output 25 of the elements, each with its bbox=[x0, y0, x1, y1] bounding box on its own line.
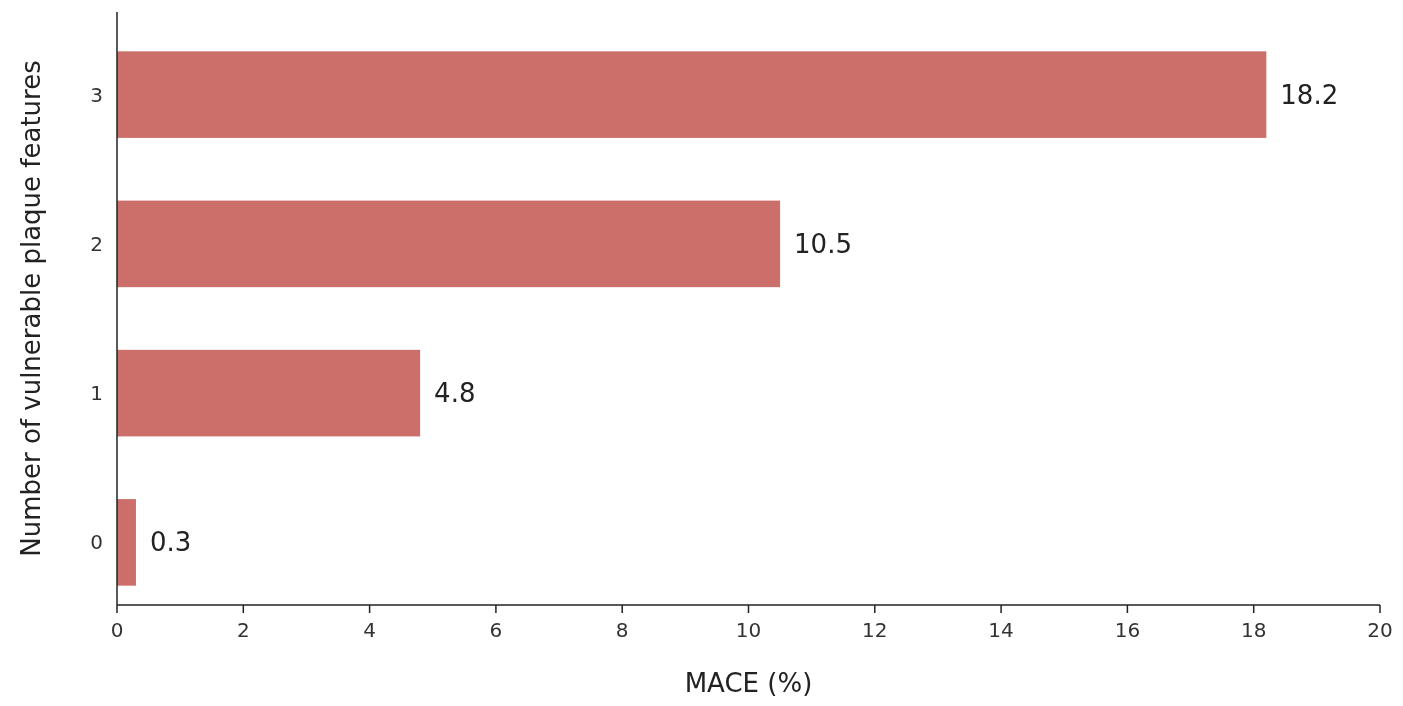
x-tick-label: 20 bbox=[1367, 618, 1393, 642]
y-tick-label: 3 bbox=[90, 82, 103, 107]
y-tick-label: 1 bbox=[90, 381, 103, 406]
x-tick-label: 2 bbox=[236, 618, 250, 642]
y-tick-label: 0 bbox=[90, 530, 103, 555]
data-label: 10.5 bbox=[794, 228, 852, 259]
x-tick-label: 6 bbox=[489, 618, 503, 642]
x-tick-label: 0 bbox=[110, 618, 124, 642]
x-tick-label: 12 bbox=[862, 618, 888, 642]
data-label: 18.2 bbox=[1280, 79, 1339, 110]
bar bbox=[117, 349, 421, 437]
bar bbox=[117, 200, 781, 288]
data-label: 0.3 bbox=[149, 527, 192, 558]
x-tick-label: 4 bbox=[363, 618, 376, 642]
y-axis-title: Number of vulnerable plaque features bbox=[16, 60, 46, 557]
x-tick-label: 8 bbox=[615, 618, 629, 642]
y-tick-label: 2 bbox=[90, 231, 103, 256]
x-tick-label: 10 bbox=[735, 618, 762, 642]
data-label: 4.8 bbox=[434, 378, 476, 409]
x-axis-title: MACE (%) bbox=[684, 668, 813, 698]
bar bbox=[117, 499, 136, 586]
bar bbox=[117, 51, 1267, 138]
x-tick-label: 18 bbox=[1240, 618, 1267, 642]
x-tick-label: 14 bbox=[988, 618, 1014, 642]
x-tick-label: 16 bbox=[1114, 618, 1141, 642]
